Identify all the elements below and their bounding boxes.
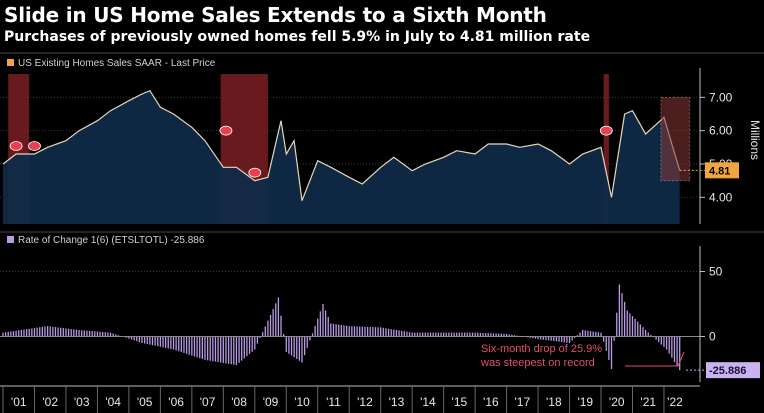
highlight-box [660,96,691,182]
recession-marker [9,141,23,151]
top-tick-label: 6.00 [709,124,733,138]
roc-last-label: -25.886 [709,365,746,377]
annotation-line-2: was steepest on record [480,357,595,369]
top-legend-swatch [7,59,14,66]
y-axis-title: Millions [748,120,762,160]
year-label: '19 [577,395,593,409]
bottom-legend-label: Rate of Change 1(6) (ETSLTOTL) -25.886 [18,235,205,246]
roc-last-badge [706,362,760,379]
last-value-badge [705,162,739,179]
recession-marker [599,125,613,136]
year-label: '20 [609,395,625,409]
sales-area [3,90,680,224]
year-label: '21 [640,395,656,409]
year-label: '09 [263,395,279,409]
year-label: '01 [11,395,27,409]
year-label: '08 [231,395,247,409]
bottom-panel: 0 50 -25.886 [0,246,760,382]
year-label: '10 [294,395,310,409]
chart-title: Slide in US Home Sales Extends to a Sixt… [4,3,547,27]
year-label: '11 [326,395,341,409]
year-label: '03 [74,395,90,409]
year-label: '04 [105,395,121,409]
top-legend-label: US Existing Homes Sales SAAR - Last Pric… [18,58,216,69]
year-label: '02 [42,395,58,409]
recession-marker [219,125,233,136]
chart-subtitle: Purchases of previously owned homes fell… [4,29,591,45]
annotation-arrow-head [677,351,685,367]
year-label: '13 [389,395,405,409]
year-label: '14 [420,395,436,409]
annotation-line-1: Six-month drop of 25.9% [481,343,602,355]
top-panel: 4.005.006.007.004.81 [0,68,739,224]
year-label: '17 [515,395,531,409]
top-tick-label: 4.00 [709,190,733,204]
year-label: '12 [357,395,373,409]
bottom-legend-swatch [7,236,14,243]
recession-band [603,74,609,224]
year-label: '07 [200,395,216,409]
bottom-tick-label: 0 [709,330,716,344]
top-tick-label: 7.00 [709,90,733,104]
year-label: '05 [137,395,153,409]
year-label: '22 [667,395,683,409]
recession-marker [248,167,262,178]
year-label: '06 [168,395,184,409]
last-value-label: 4.81 [709,165,730,177]
x-axis: '01 '02 '03 '04 '05 '06 '07 '08 '09 '10 '11 '12 '13 '… [0,385,700,413]
year-label: '15 [452,395,468,409]
sales-line [2,89,681,201]
bottom-tick-label: 50 [709,265,723,279]
recession-marker [28,141,41,151]
year-label: '18 [546,395,562,409]
year-label: '16 [483,395,499,409]
